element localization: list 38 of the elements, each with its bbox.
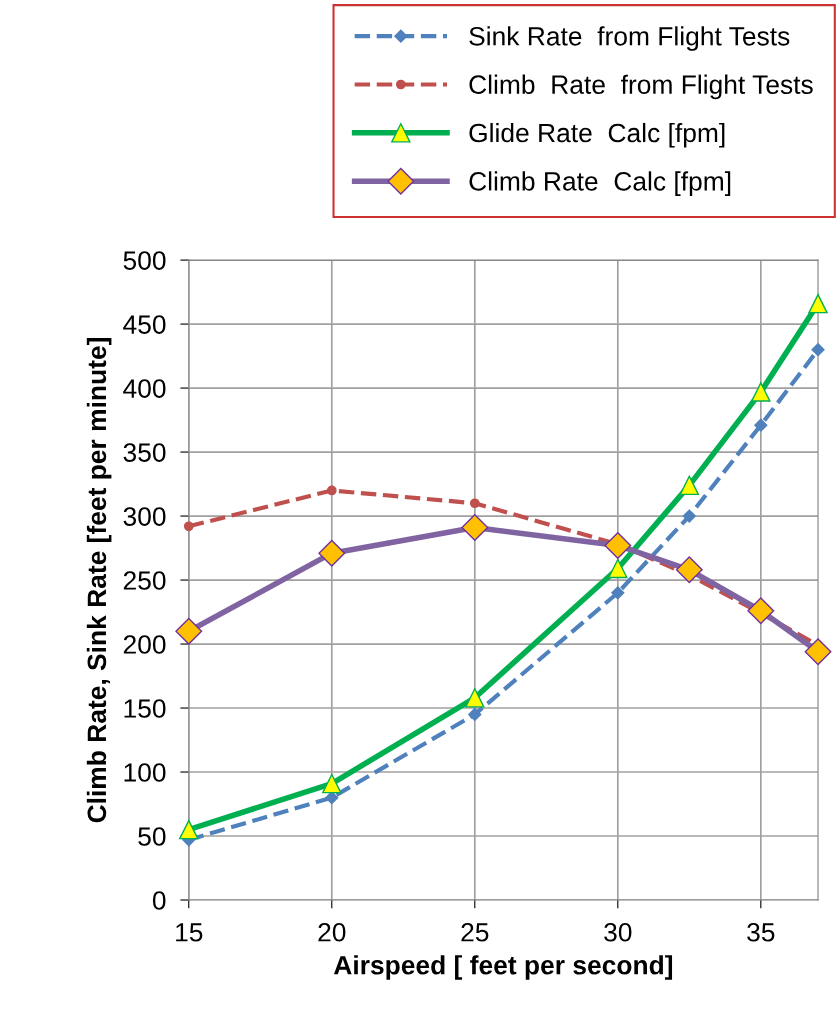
point <box>325 791 339 805</box>
point <box>468 707 482 722</box>
y-tick-label: 150 <box>124 699 166 718</box>
point <box>469 498 480 509</box>
point <box>322 773 342 794</box>
point <box>183 521 194 532</box>
point <box>808 293 828 314</box>
point <box>326 485 337 496</box>
legend-label: Sink Rate from Flight Tests <box>469 26 790 51</box>
y-tick-label: 50 <box>138 827 166 846</box>
y-tick-label: 250 <box>123 571 166 590</box>
point <box>179 819 199 840</box>
legend-label: Climb Rate Calc [fpm] <box>469 171 731 196</box>
y-tick-label: 450 <box>123 315 166 334</box>
point <box>611 586 625 600</box>
y-tick-label: 300 <box>123 507 166 526</box>
x-tick-label: 20 <box>318 922 346 942</box>
legend-label: Glide Rate Calc [fpm] <box>469 122 725 148</box>
point <box>608 558 628 579</box>
y-tick-label: 400 <box>123 379 166 398</box>
y-tick-label: 100 <box>124 763 166 782</box>
point <box>679 475 700 496</box>
y-tick-label: 200 <box>123 635 166 654</box>
point <box>754 418 768 432</box>
point <box>682 509 696 523</box>
y-axis-title: Climb Rate, Sink Rate [feet per minute] <box>86 338 112 823</box>
point <box>751 382 771 402</box>
x-tick-label: 30 <box>604 922 632 942</box>
y-tick-label: 350 <box>123 443 166 462</box>
x-axis-title: Airspeed [ feet per second] <box>333 955 673 980</box>
y-tick-label: 0 <box>152 891 166 910</box>
x-tick-label: 15 <box>176 923 203 942</box>
x-tick-label: 25 <box>461 922 489 942</box>
point <box>465 688 485 708</box>
x-tick-label: 35 <box>747 922 775 942</box>
y-tick-label: 500 <box>123 251 166 270</box>
legend-label: Climb Rate from Flight Tests <box>469 74 813 100</box>
point <box>811 343 825 357</box>
